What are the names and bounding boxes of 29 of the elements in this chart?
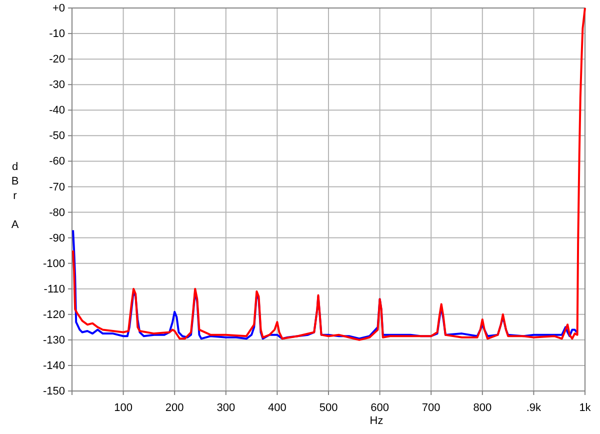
- x-tick-label: 600: [370, 402, 389, 414]
- line-series: [72, 7, 586, 341]
- y-tick-label: -80: [49, 206, 65, 219]
- y-tick-label: -60: [49, 156, 65, 168]
- x-axis-title: Hz: [370, 415, 384, 427]
- y-tick-label: -140: [42, 360, 65, 372]
- y-tick-label: -90: [49, 232, 65, 244]
- x-tick-label: 300: [216, 402, 236, 414]
- x-tick-label: 200: [165, 402, 184, 414]
- y-tick-label: -120: [42, 308, 65, 321]
- y-tick-label: -20: [49, 54, 65, 66]
- x-tick-label: 700: [422, 402, 440, 414]
- y-tick-label: -10: [49, 28, 65, 40]
- x-tick-label: 400: [268, 402, 286, 414]
- x-tick-label: 500: [319, 402, 338, 414]
- y-tick-label: -110: [44, 283, 65, 296]
- y-tick-label: -150: [42, 386, 65, 398]
- y-tick-label: -30: [49, 79, 65, 92]
- x-tick-label: .9k: [526, 402, 542, 414]
- y-tick-label: -130: [42, 334, 65, 346]
- x-tick-label: 800: [473, 402, 492, 414]
- text: dBr A: [11, 161, 19, 231]
- y-tick-label: -100: [42, 258, 65, 270]
- y-tick-label: -50: [49, 130, 65, 142]
- y-tick-label: +0: [52, 2, 65, 15]
- y-tick-label: -40: [49, 104, 65, 117]
- x-tick-label: 1k: [579, 402, 592, 414]
- y-tick-label: -70: [49, 181, 65, 194]
- x-tick-label: 100: [114, 402, 132, 414]
